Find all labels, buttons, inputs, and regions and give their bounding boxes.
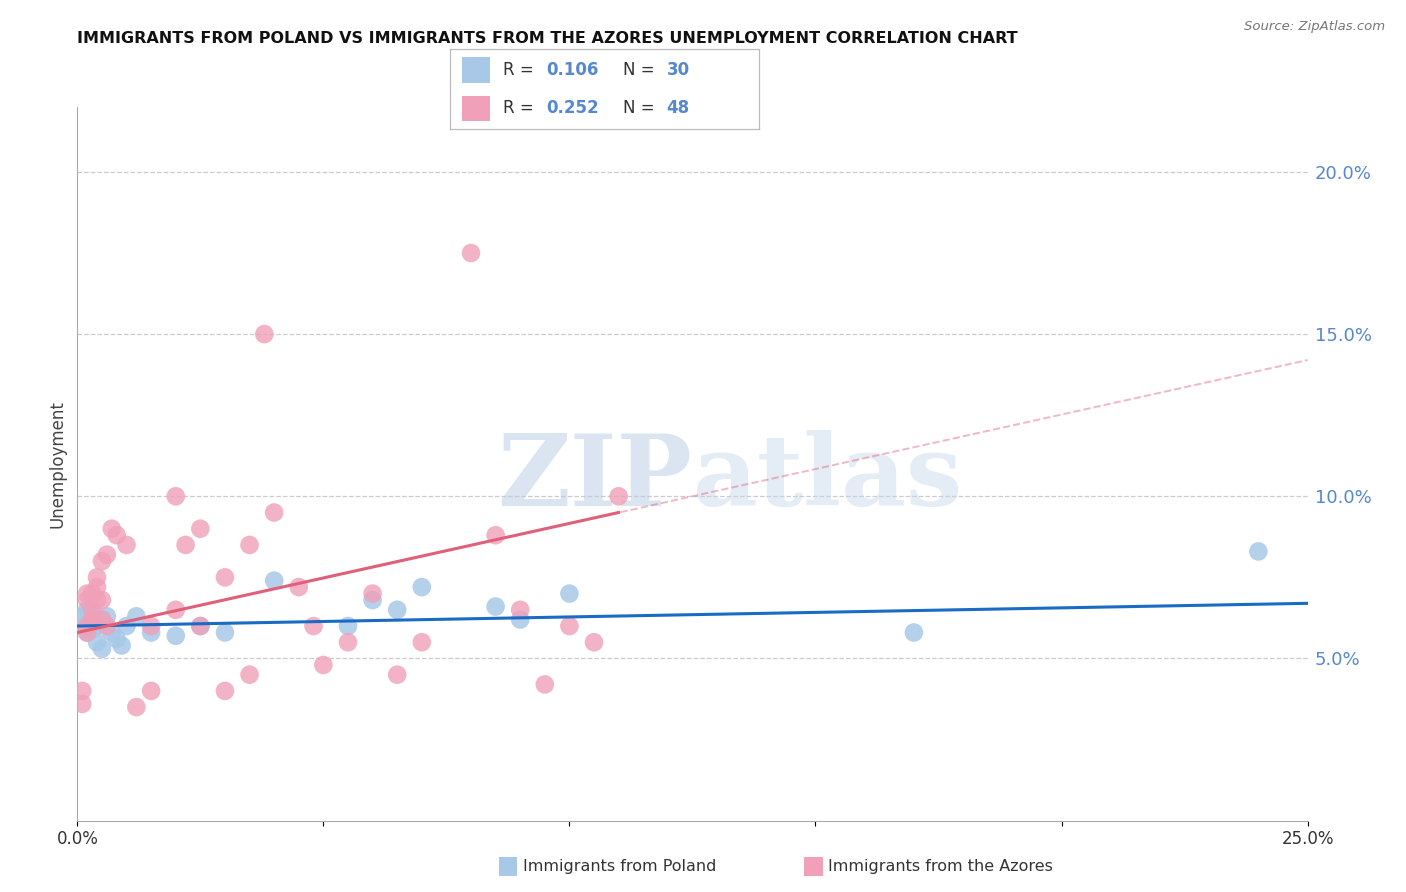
Point [302,619,325,633]
Point [76,603,98,617]
Point [111,639,132,653]
Point [165,489,187,503]
Point [253,327,276,342]
Point [485,599,508,614]
Point [239,538,262,552]
Point [86,619,108,633]
Point [141,684,163,698]
Point [82,603,104,617]
FancyBboxPatch shape [463,57,491,83]
Point [96,609,118,624]
Point [70,619,93,633]
Point [115,619,138,633]
Point [288,580,311,594]
Point [174,538,197,552]
Text: Immigrants from Poland: Immigrants from Poland [523,859,717,874]
Point [509,613,531,627]
Point [411,635,433,649]
Point [337,619,360,633]
Point [312,657,335,672]
Point [411,580,433,594]
Point [1247,544,1270,558]
Text: IMMIGRANTS FROM POLAND VS IMMIGRANTS FROM THE AZORES UNEMPLOYMENT CORRELATION CH: IMMIGRANTS FROM POLAND VS IMMIGRANTS FRO… [77,31,1018,46]
Text: N =: N = [623,100,659,118]
Point [90,641,114,656]
Point [214,684,236,698]
Point [90,593,114,607]
Point [460,246,482,260]
Text: 30: 30 [666,61,689,78]
Point [387,667,409,681]
Point [337,635,360,649]
Point [361,593,384,607]
FancyBboxPatch shape [463,95,491,121]
Point [82,622,104,636]
Point [105,528,128,542]
Point [141,625,163,640]
Point [96,619,118,633]
Point [82,613,104,627]
Point [96,548,118,562]
Text: atlas: atlas [693,430,963,526]
Point [76,593,98,607]
Point [509,603,531,617]
Point [558,586,581,600]
Point [76,586,98,600]
Text: Immigrants from the Azores: Immigrants from the Azores [828,859,1053,874]
Point [105,632,128,646]
Point [190,522,212,536]
Point [190,619,212,633]
Point [70,609,93,624]
Point [607,489,630,503]
Point [101,522,124,536]
Point [76,625,98,640]
Point [239,667,262,681]
Text: R =: R = [502,100,538,118]
Point [90,613,114,627]
Point [90,554,114,568]
Text: ZIP: ZIP [498,430,693,526]
Point [263,506,285,520]
Point [361,586,384,600]
Point [90,613,114,627]
Text: R =: R = [502,61,538,78]
Point [165,629,187,643]
Text: N =: N = [623,61,659,78]
Point [86,580,108,594]
Point [82,586,104,600]
Point [387,603,409,617]
Text: Source: ZipAtlas.com: Source: ZipAtlas.com [1244,20,1385,33]
Point [86,635,108,649]
Point [70,684,93,698]
Point [86,593,108,607]
Point [101,625,124,640]
Point [214,570,236,584]
Point [141,619,163,633]
Point [165,603,187,617]
Point [115,538,138,552]
Point [82,609,104,624]
Text: 48: 48 [666,100,689,118]
Point [214,625,236,640]
Point [485,528,508,542]
Point [583,635,606,649]
Point [86,570,108,584]
Point [190,619,212,633]
Point [70,697,93,711]
Point [263,574,285,588]
Point [534,677,557,691]
Point [76,619,98,633]
Text: 0.106: 0.106 [546,61,598,78]
Point [558,619,581,633]
Point [903,625,925,640]
Point [125,700,148,714]
Text: 0.252: 0.252 [546,100,599,118]
Y-axis label: Unemployment: Unemployment [48,400,66,528]
Point [76,625,98,640]
Point [125,609,148,624]
